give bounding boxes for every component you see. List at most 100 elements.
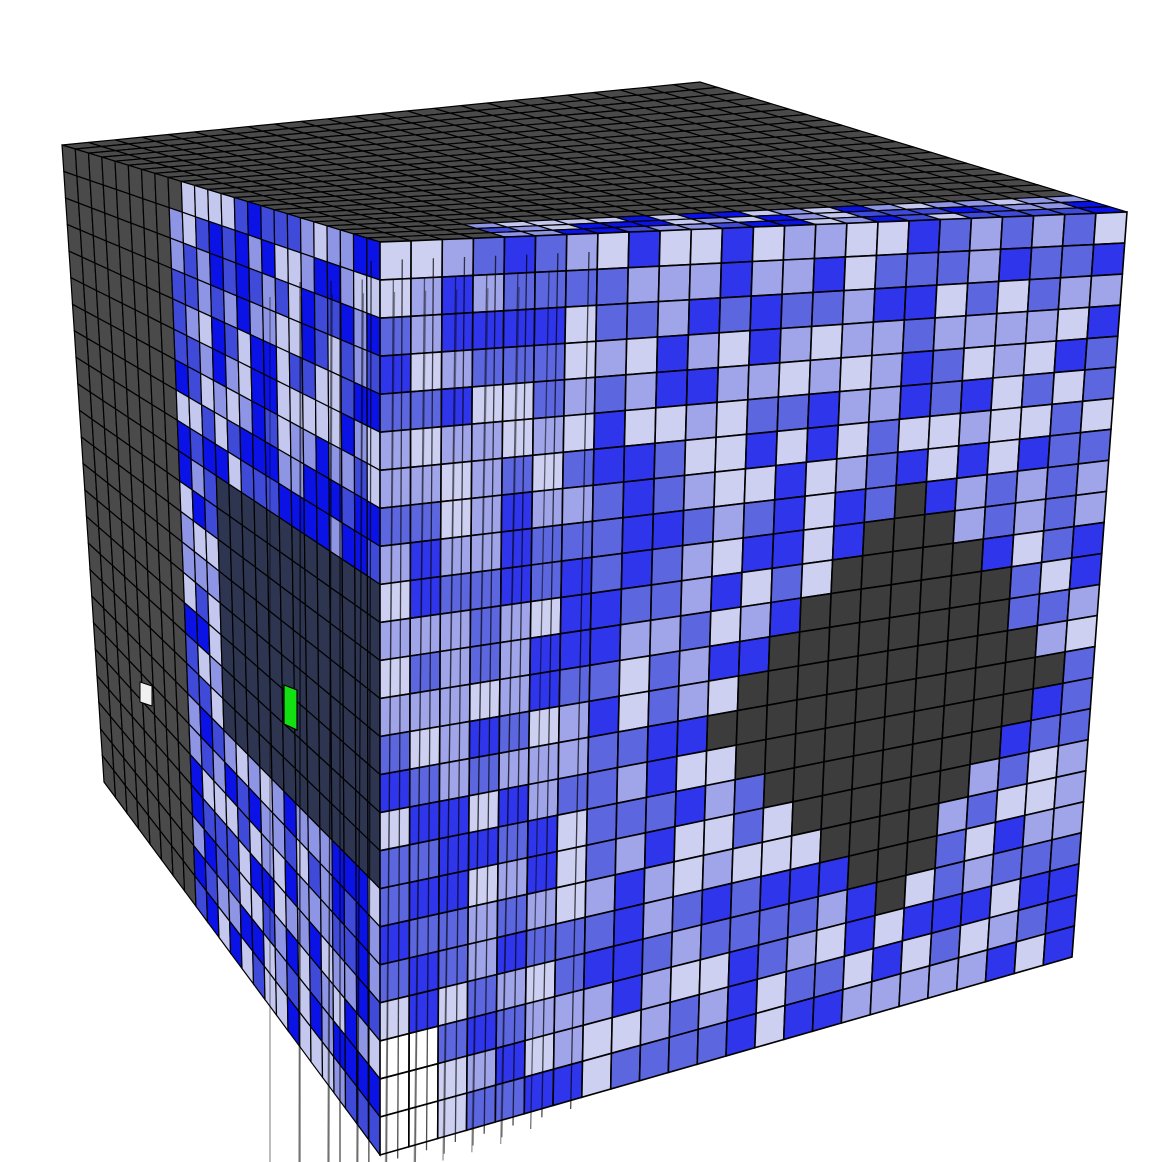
right-face-cell: [806, 390, 841, 430]
right-face-cell: [994, 310, 1029, 347]
right-face-cell: [557, 700, 591, 744]
right-face-cell: [501, 381, 535, 423]
right-face-cell: [927, 412, 962, 450]
white-marker-cell[interactable]: [139, 681, 153, 707]
right-face-cell: [564, 268, 599, 308]
right-face-cell: [593, 409, 627, 451]
left-face-cell: [301, 322, 316, 366]
right-face-cell: [687, 297, 722, 336]
right-face-cell: [594, 338, 628, 379]
right-face-cell: [1018, 403, 1053, 441]
right-face-cell: [379, 541, 412, 586]
right-face-cell: [712, 502, 746, 543]
right-face-cell: [532, 342, 566, 383]
right-face-cell: [530, 560, 563, 603]
right-face-cell: [619, 583, 653, 626]
right-face-cell: [1042, 494, 1077, 532]
right-face-cell: [677, 645, 711, 688]
right-face-cell: [654, 404, 688, 445]
left-face-cell: [180, 180, 197, 218]
right-face-cell: [810, 289, 845, 328]
right-face-cell: [523, 1068, 555, 1115]
right-face-cell: [533, 306, 567, 347]
right-face-cell: [952, 505, 987, 545]
right-face-cell: [654, 369, 689, 409]
right-face-cell: [439, 608, 472, 653]
right-face-cell: [1090, 242, 1126, 277]
right-face-cell: [562, 412, 596, 454]
right-face-cell: [715, 398, 749, 439]
right-face-cell: [707, 640, 741, 683]
left-face-cell: [114, 160, 131, 195]
right-face-cell: [966, 248, 1002, 285]
right-face-cell: [533, 269, 568, 310]
right-face-cell: [621, 513, 655, 555]
right-face-cell: [586, 766, 619, 811]
right-face-cell: [900, 349, 935, 388]
right-face-cell: [439, 497, 473, 541]
right-face-cell: [379, 768, 411, 814]
right-face-cell: [965, 280, 1000, 317]
left-face-cell: [208, 220, 224, 259]
right-face-cell: [1079, 397, 1115, 434]
left-face-cell: [366, 237, 381, 281]
left-face-cell: [222, 257, 238, 297]
right-face-cell: [379, 579, 412, 624]
right-face-cell: [801, 525, 835, 566]
right-face-cell: [714, 433, 748, 473]
right-face-cell: [920, 542, 955, 582]
green-selected-cell[interactable]: [283, 684, 298, 731]
right-face-cell: [500, 490, 534, 533]
right-face-cell: [552, 1060, 584, 1107]
right-face-cell: [990, 374, 1025, 412]
right-face-cell: [379, 692, 411, 738]
right-face-cell: [1077, 428, 1112, 465]
cage-line: [530, 271, 550, 1130]
right-face-cell: [679, 575, 713, 617]
highlighted-cells[interactable]: [139, 681, 298, 731]
right-face-cell: [871, 319, 906, 357]
right-face-cell: [409, 313, 443, 355]
right-face-cell: [683, 436, 717, 477]
right-face-cell: [589, 588, 623, 631]
cage-line: [414, 276, 426, 1162]
right-face-cell: [875, 219, 910, 257]
cage-line: [501, 273, 519, 1138]
right-face-cell: [439, 534, 472, 578]
right-face-cell: [866, 418, 901, 457]
right-face-cell: [903, 284, 938, 321]
right-face-cell: [780, 291, 814, 330]
right-face-cell: [680, 540, 714, 582]
right-face-cell: [409, 463, 442, 506]
right-face-cell: [469, 604, 502, 649]
right-face-cell: [704, 744, 738, 787]
cage-line: [512, 254, 528, 1126]
left-face-cell: [353, 344, 368, 390]
right-face-cell: [892, 513, 926, 553]
right-face-cell: [751, 224, 786, 263]
right-face-cell: [498, 710, 531, 755]
right-face-cell: [706, 675, 740, 717]
right-face-cell: [794, 693, 828, 735]
right-face-cell: [860, 550, 894, 591]
right-face-cell: [737, 635, 771, 677]
right-face-cell: [976, 597, 1011, 637]
left-face-cell: [353, 381, 368, 427]
right-face-cell: [438, 794, 470, 840]
right-face-cell: [988, 406, 1023, 444]
left-face-cell: [127, 164, 144, 200]
right-face-cell: [534, 233, 568, 274]
right-face-cell: [805, 424, 840, 464]
right-face-cell: [591, 516, 624, 559]
right-face-cell: [802, 491, 837, 532]
right-face-cell: [718, 295, 753, 334]
right-face-cell: [740, 567, 774, 608]
right-face-cell: [502, 344, 536, 386]
right-face-cell: [825, 654, 859, 696]
right-face-cell: [623, 406, 657, 448]
right-face-cell: [961, 344, 996, 382]
right-face-cell: [887, 612, 921, 652]
left-face-cell: [353, 307, 368, 352]
